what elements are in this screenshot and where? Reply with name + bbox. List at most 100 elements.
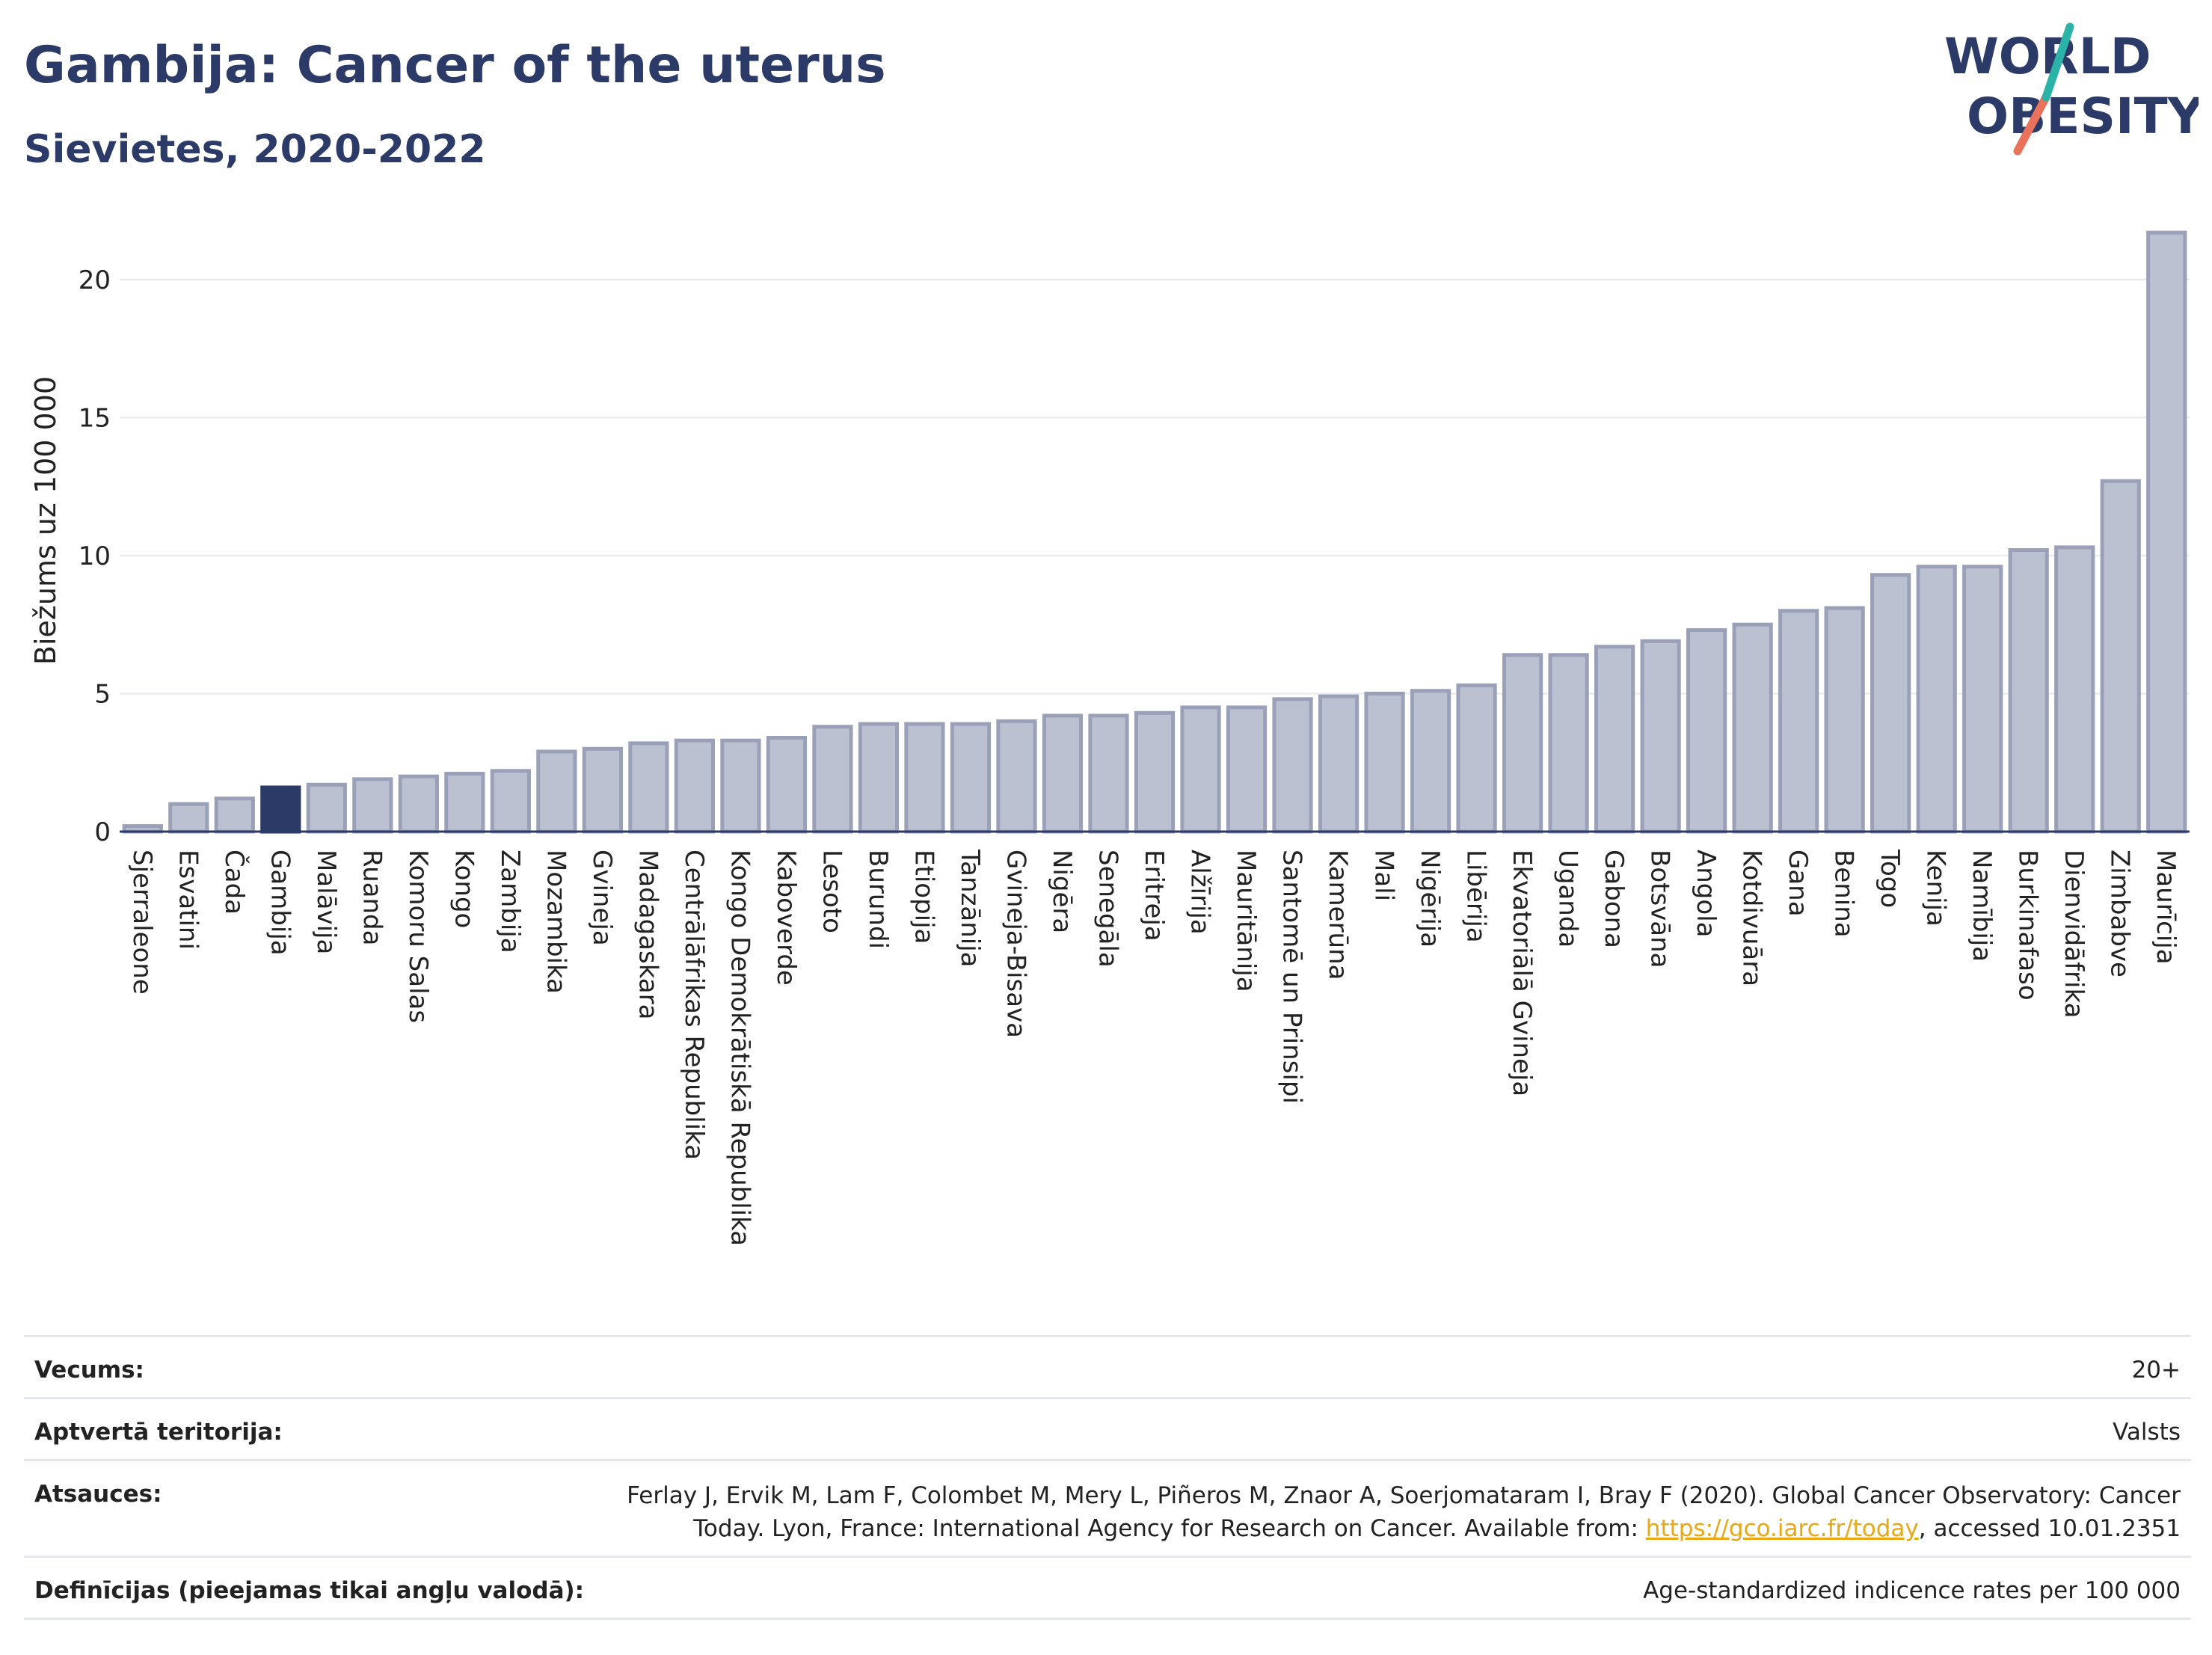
y-tick-label: 15	[79, 403, 111, 433]
x-tick-label: Kaboverde	[771, 850, 801, 986]
logo-slash-teal	[2042, 22, 2074, 102]
age-label: Vecums:	[34, 1357, 144, 1384]
x-tick-label: Madagaskara	[633, 850, 663, 1019]
bar-44	[2146, 230, 2187, 834]
x-tick-label: Gvineja-Bisava	[1001, 850, 1030, 1038]
bar-8	[490, 769, 531, 834]
bar-17	[904, 722, 945, 834]
bar-6	[398, 774, 439, 834]
x-tick-label: Kenija	[1921, 850, 1951, 927]
x-tick-label: Centrālāfrikas Republika	[679, 850, 709, 1160]
x-tick-label: Kongo Demokrātiskā Republika	[725, 850, 755, 1246]
info-row-definitions: Definīcijas (pieejamas tikai angļu valod…	[24, 1556, 2191, 1620]
bar-16	[858, 722, 900, 834]
references-line-1: Ferlay J, Ervik M, Lam F, Colombet M, Me…	[627, 1482, 2181, 1509]
x-tick-label: Alžīrija	[1185, 850, 1215, 935]
references-link[interactable]: https://gco.iarc.fr/today	[1645, 1515, 1919, 1542]
info-row-references: Atsauces: Ferlay J, Ervik M, Lam F, Colo…	[24, 1459, 2191, 1556]
x-tick-label: Uganda	[1553, 850, 1583, 948]
definitions-label: Definīcijas (pieejamas tikai angļu valod…	[34, 1577, 585, 1604]
x-tick-label: Kotdivuāra	[1737, 850, 1767, 986]
bar-39	[1916, 565, 1957, 834]
x-tick-label: Čada	[219, 850, 250, 915]
x-tick-label: Tanzānija	[955, 849, 985, 967]
x-tick-label: Kongo	[449, 850, 479, 928]
page-subtitle: Sievietes, 2020-2022	[24, 127, 486, 172]
x-tick-label: Benina	[1829, 850, 1859, 938]
logo-slash-coral	[2013, 93, 2050, 156]
y-tick-label: 10	[79, 541, 111, 571]
bar-33	[1640, 639, 1681, 834]
y-axis-label: Biežums uz 100 000	[29, 376, 62, 665]
bar-28	[1410, 689, 1451, 834]
bar-10	[582, 746, 623, 834]
bar-20	[1042, 713, 1084, 834]
x-tick-label: Ruanda	[357, 850, 387, 945]
bar-15	[812, 725, 853, 834]
x-tick-label: Maurīcija	[2151, 850, 2181, 965]
bar-32	[1594, 645, 1635, 834]
y-tick-label: 5	[94, 679, 111, 709]
x-tick-label: Mali	[1369, 850, 1399, 901]
logo-text-obesity: OBESITY	[1967, 87, 2199, 145]
x-tick-label: Zimbabve	[2105, 850, 2135, 977]
bar-25	[1272, 697, 1313, 834]
x-tick-label: Angola	[1691, 850, 1721, 937]
x-tick-label: Gabona	[1599, 850, 1629, 948]
x-tick-label: Gvineja	[587, 850, 617, 946]
bar-31	[1548, 653, 1589, 834]
bar-40	[1962, 565, 2003, 834]
x-tick-label: Dienvidāfrika	[2059, 850, 2089, 1018]
bar-21	[1088, 713, 1129, 834]
bar-37	[1824, 606, 1865, 834]
bar-30	[1502, 653, 1543, 834]
bar-1	[168, 802, 209, 834]
territory-label: Aptvertā teritorija:	[34, 1419, 283, 1446]
x-tick-label: Santomē un Prinsipi	[1277, 850, 1307, 1104]
x-tick-label: Senegāla	[1093, 850, 1122, 968]
references-value: Ferlay J, Ervik M, Lam F, Colombet M, Me…	[627, 1479, 2181, 1545]
x-tick-label: Etiopija	[909, 850, 938, 944]
bar-36	[1778, 609, 1819, 834]
bar-26	[1318, 694, 1360, 834]
x-tick-label: Esvatini	[173, 850, 203, 950]
info-row-age: Vecums: 20+	[24, 1335, 2191, 1397]
x-tick-label: Ekvatoriālā Gvineja	[1507, 850, 1537, 1096]
x-tick-label: Mauritānija	[1231, 850, 1261, 992]
x-tick-label: Mozambika	[541, 850, 571, 994]
references-text-pre: Today. Lyon, France: International Agenc…	[693, 1515, 1646, 1542]
bar-42	[2054, 545, 2095, 834]
bar-5	[352, 777, 393, 834]
bar-38	[1870, 573, 1911, 834]
info-table: Vecums: 20+ Aptvertā teritorija: Valsts …	[24, 1335, 2191, 1620]
bar-12	[674, 738, 715, 834]
bar-34	[1686, 628, 1727, 834]
x-tick-label: Burundi	[863, 850, 893, 949]
x-tick-label: Komoru Salas	[403, 850, 433, 1023]
territory-value: Valsts	[2113, 1419, 2181, 1446]
x-tick-label: Zambija	[495, 850, 525, 954]
bar-chart: 0 5 10 15 20 Biežums uz 100 000 Sjerraleone Esv…	[29, 230, 2190, 1246]
info-row-territory: Aptvertā teritorija: Valsts	[24, 1397, 2191, 1459]
age-value: 20+	[2131, 1357, 2181, 1384]
bar-14	[766, 736, 808, 834]
bar-27	[1364, 691, 1405, 834]
x-tick-label: Libērija	[1461, 850, 1491, 943]
x-tick-label: Togo	[1875, 849, 1905, 908]
bar-43	[2100, 479, 2141, 834]
x-tick-label: Malāvija	[311, 850, 341, 954]
definitions-value: Age-standardized indicence rates per 100…	[1643, 1577, 2181, 1604]
y-tick-label: 0	[94, 817, 111, 847]
bar-23	[1180, 705, 1221, 834]
bar-18	[950, 722, 992, 834]
x-tick-label: Lesoto	[817, 850, 847, 933]
bar-3	[260, 785, 301, 834]
references-text-post: , accessed 10.01.2351	[1918, 1515, 2181, 1542]
page-title: Gambija: Cancer of the uterus	[24, 36, 886, 95]
bar-35	[1732, 622, 1773, 834]
logo-text-world: WORLD	[1944, 28, 2151, 85]
x-tick-label: Gambija	[265, 850, 295, 956]
x-tick-label: Botsvāna	[1645, 850, 1675, 968]
x-tick-label: Eritreja	[1139, 850, 1169, 942]
bar-11	[628, 741, 669, 834]
